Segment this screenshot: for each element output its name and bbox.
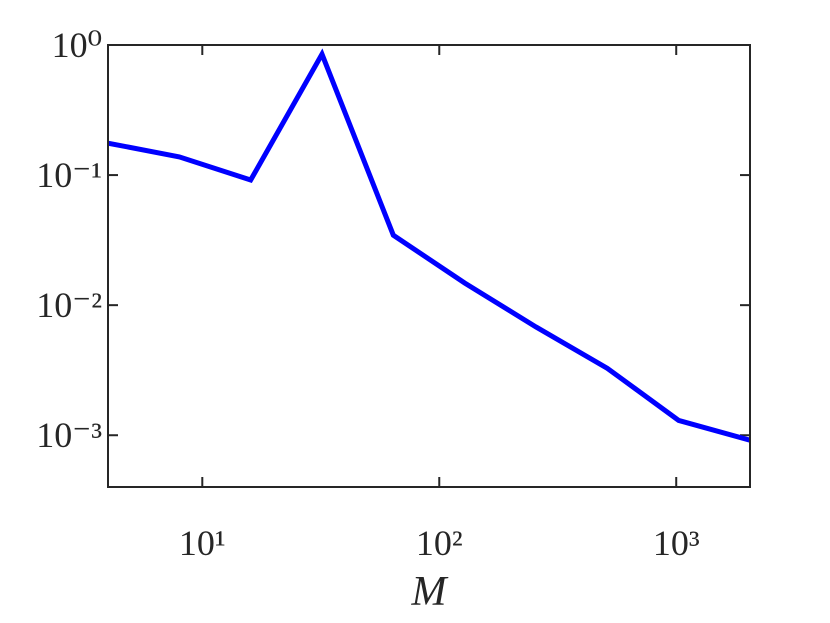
- x-tick-label: 10¹: [179, 523, 226, 563]
- y-tick-label: 10⁻¹: [36, 155, 102, 195]
- x-tick-label: 10²: [416, 523, 463, 563]
- x-axis-label: M: [411, 569, 449, 615]
- y-tick-label: 10⁻³: [36, 415, 102, 455]
- plot-frame: [107, 44, 751, 488]
- y-tick-label: 10⁰: [52, 25, 102, 65]
- x-tick-label: 10³: [653, 523, 700, 563]
- y-tick-label: 10⁻²: [36, 285, 102, 325]
- data-line: [108, 48, 750, 443]
